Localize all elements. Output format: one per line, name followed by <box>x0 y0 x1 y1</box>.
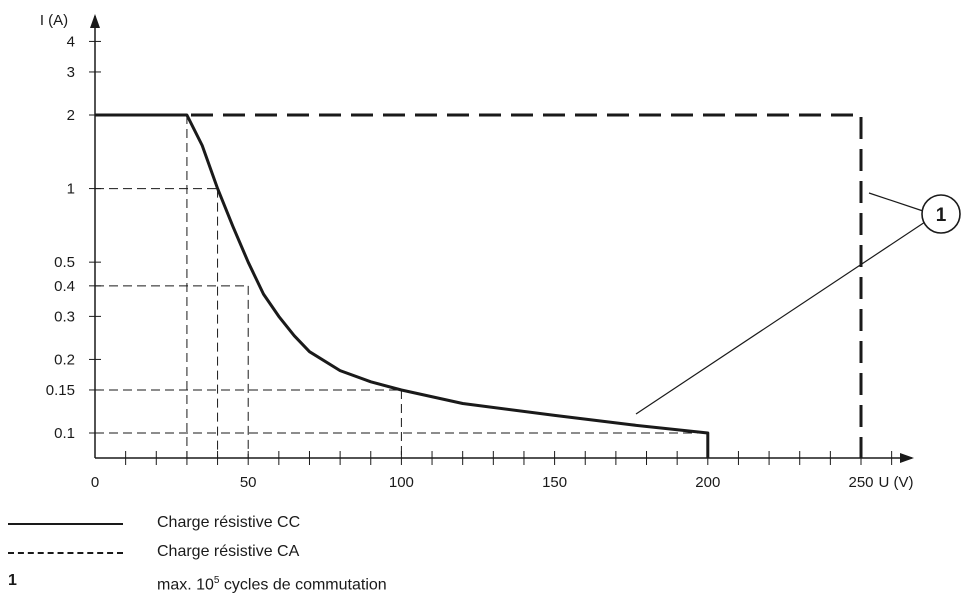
data-series <box>95 113 863 458</box>
legend-label-cc: Charge résistive CC <box>157 514 301 531</box>
x-axis-label: U (V) <box>879 474 914 491</box>
y-axis-arrow <box>90 14 100 28</box>
callout-leader-cc <box>635 221 926 415</box>
x-tick-label-100: 100 <box>389 474 414 491</box>
legend-item-cc: Charge résistive CC <box>0 512 977 536</box>
y-axis-label: I (A) <box>40 12 68 29</box>
reference-lines <box>95 114 709 458</box>
y-tick-label-8: 3 <box>67 64 75 81</box>
series-line-0 <box>95 113 710 458</box>
legend-note-text: max. 105 cycles de commutation <box>157 570 387 596</box>
legend-note-text-after: cycles de commutation <box>219 576 387 594</box>
y-tick-label-0: 0.1 <box>54 425 75 442</box>
y-tick-label-1: 0.15 <box>46 382 75 399</box>
legend-note-text-before: max. 10 <box>157 576 214 594</box>
y-tick-label-2: 0.2 <box>54 351 75 368</box>
annotations: 1 <box>635 192 961 415</box>
callout-label: 1 <box>936 205 947 226</box>
series-line-1 <box>95 113 863 458</box>
x-tick-label-250: 250 <box>848 474 873 491</box>
current-voltage-chart: 0 50 100 150 200 250 U (V) 0.1 0.15 0.2 0.3 0.4 0.5 1… <box>40 12 961 491</box>
x-axis-arrow <box>900 453 914 463</box>
y-tick-label-4: 0.4 <box>54 278 75 295</box>
legend-solid-line-sample <box>8 523 123 525</box>
x-tick-label-200: 200 <box>695 474 720 491</box>
x-tick-label-0: 0 <box>91 474 99 491</box>
legend-label-ca: Charge résistive CA <box>157 543 300 560</box>
y-tick-label-7: 2 <box>67 107 75 124</box>
x-tick-label-50: 50 <box>240 474 257 491</box>
callout-leader-ca <box>868 192 924 212</box>
y-tick-label-5: 0.5 <box>54 254 75 271</box>
x-tick-label-150: 150 <box>542 474 567 491</box>
legend-dashed-line-sample <box>8 552 123 554</box>
legend-item-ca: Charge résistive CA <box>0 541 977 565</box>
y-tick-label-6: 1 <box>67 181 75 198</box>
legend-note-superscript: 5 <box>213 575 220 586</box>
axes: 0 50 100 150 200 250 U (V) 0.1 0.15 0.2 0.3 0.4 0.5 1… <box>40 12 914 491</box>
y-tick-label-3: 0.3 <box>54 308 75 325</box>
legend-note-key: 1 <box>8 572 17 589</box>
y-tick-label-9: 4 <box>67 33 75 50</box>
legend-note: 1 max. 105 cycles de commutation <box>0 570 977 594</box>
callout-circle <box>921 194 961 234</box>
